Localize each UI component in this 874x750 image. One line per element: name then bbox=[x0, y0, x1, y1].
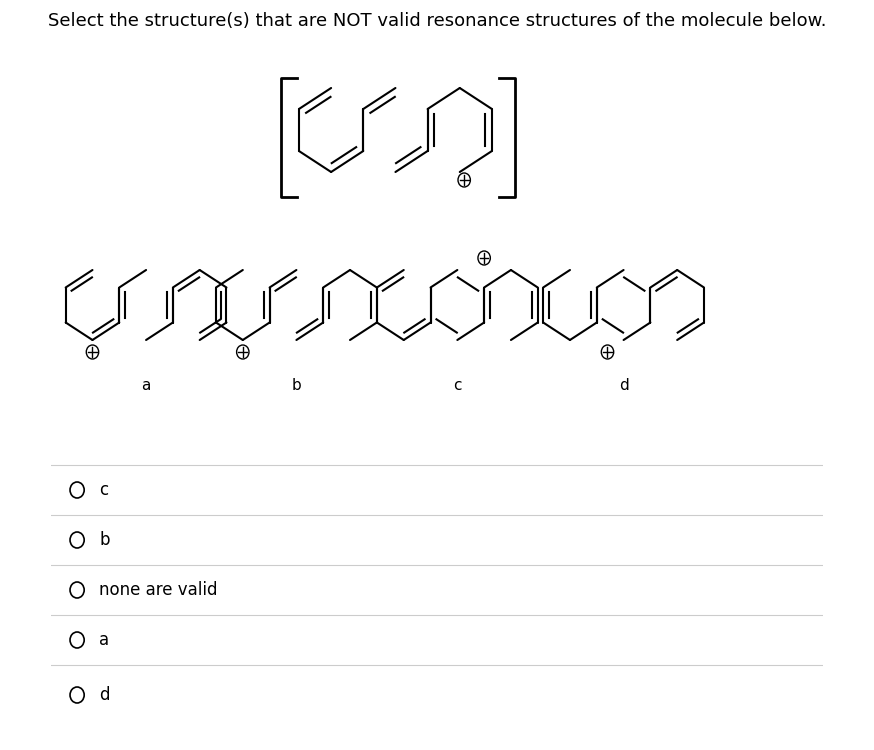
Text: c: c bbox=[100, 481, 108, 499]
Text: b: b bbox=[100, 531, 110, 549]
Text: d: d bbox=[100, 686, 110, 704]
Text: none are valid: none are valid bbox=[100, 581, 218, 599]
Text: b: b bbox=[292, 378, 302, 393]
Text: a: a bbox=[100, 631, 109, 649]
Text: d: d bbox=[619, 378, 628, 393]
Text: a: a bbox=[142, 378, 150, 393]
Text: Select the structure(s) that are NOT valid resonance structures of the molecule : Select the structure(s) that are NOT val… bbox=[48, 12, 826, 30]
Text: c: c bbox=[453, 378, 461, 393]
